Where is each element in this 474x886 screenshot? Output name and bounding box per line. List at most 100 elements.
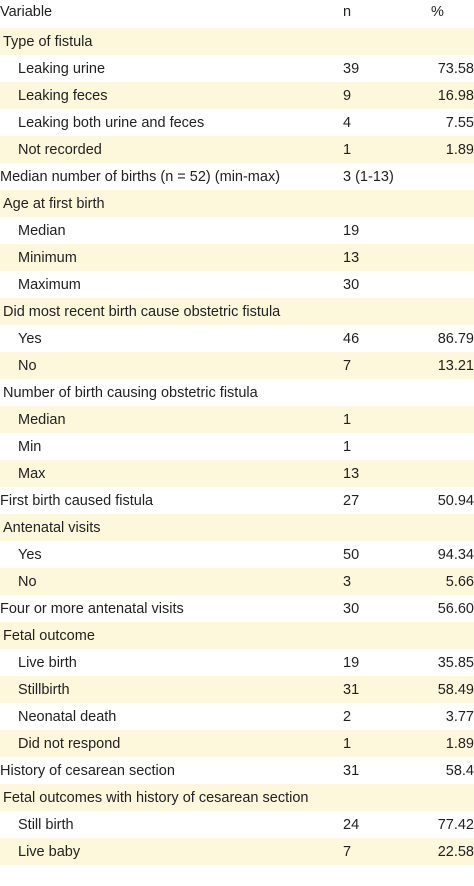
n-cell: 3 (1-13) <box>343 168 394 185</box>
table-row: Fetal outcomes with history of cesarean … <box>0 784 474 811</box>
header-percent: % <box>431 4 444 20</box>
row-label: Leaking feces <box>18 87 108 104</box>
percent-cell: 1.89 <box>445 735 474 752</box>
percent-cell: 16.98 <box>437 87 474 104</box>
row-label: Number of birth causing obstetric fistul… <box>3 384 258 401</box>
table-row: Did not respond 1 1.89 <box>0 730 474 757</box>
n-cell: 27 <box>343 492 360 509</box>
n-cell: 30 <box>343 276 360 293</box>
row-label: Did not respond <box>18 735 121 752</box>
table-row: Live baby 7 22.58 <box>0 838 474 865</box>
n-cell: 39 <box>343 60 360 77</box>
table-row: Not recorded 1 1.89 <box>0 136 474 163</box>
row-label: Min <box>18 438 42 455</box>
row-label: History of cesarean section <box>0 762 175 779</box>
table-row: Leaking urine 39 73.58 <box>0 55 474 82</box>
n-cell: 24 <box>343 816 360 833</box>
table-row: No 7 13.21 <box>0 352 474 379</box>
table-row: Neonatal death 2 3.77 <box>0 703 474 730</box>
table-row: Leaking feces 9 16.98 <box>0 82 474 109</box>
row-label: Median number of births (n = 52) (min-ma… <box>0 168 281 185</box>
row-label: Max <box>18 465 46 482</box>
n-cell: 7 <box>343 843 352 860</box>
n-cell: 19 <box>343 222 360 239</box>
row-label: No <box>18 573 37 590</box>
n-cell: 13 <box>343 465 360 482</box>
table-row: Maximum 30 <box>0 271 474 298</box>
percent-cell: 7.55 <box>445 114 474 131</box>
row-label: Median <box>18 411 66 428</box>
table-row: Type of fistula <box>0 28 474 55</box>
row-label: Yes <box>18 546 42 563</box>
n-cell: 9 <box>343 87 352 104</box>
row-label: Not recorded <box>18 141 102 158</box>
n-cell: 1 <box>343 411 352 428</box>
percent-cell: 77.42 <box>437 816 474 833</box>
percent-cell: 5.66 <box>445 573 474 590</box>
percent-cell: 73.58 <box>437 60 474 77</box>
row-label: Maximum <box>18 276 81 293</box>
table-row: Did most recent birth cause obstetric fi… <box>0 298 474 325</box>
n-cell: 2 <box>343 708 352 725</box>
n-cell: 31 <box>343 681 360 698</box>
n-cell: 7 <box>343 357 352 374</box>
row-label: Did most recent birth cause obstetric fi… <box>3 303 281 320</box>
table-row: Age at first birth <box>0 190 474 217</box>
header-variable: Variable <box>0 4 53 20</box>
table-row: Median number of births (n = 52) (min-ma… <box>0 163 474 190</box>
row-label: First birth caused fistula <box>0 492 154 509</box>
percent-cell: 86.79 <box>437 330 474 347</box>
table-row: Max 13 <box>0 460 474 487</box>
row-label: Fetal outcome <box>3 627 95 644</box>
row-label: Antenatal visits <box>3 519 101 536</box>
header-n: n <box>343 4 352 20</box>
n-cell: 4 <box>343 114 352 131</box>
table-row: Live birth 19 35.85 <box>0 649 474 676</box>
percent-cell: 58.4 <box>445 762 474 779</box>
percent-cell: 13.21 <box>437 357 474 374</box>
row-label: Live birth <box>18 654 77 671</box>
table-row: Minimum 13 <box>0 244 474 271</box>
row-label: Live baby <box>18 843 81 860</box>
row-label: Type of fistula <box>3 33 93 50</box>
row-label: Median <box>18 222 66 239</box>
row-label: Stillbirth <box>18 681 70 698</box>
n-cell: 31 <box>343 762 360 779</box>
row-label: Neonatal death <box>18 708 117 725</box>
n-cell: 19 <box>343 654 360 671</box>
percent-cell: 58.49 <box>437 681 474 698</box>
row-label: Leaking urine <box>18 60 106 77</box>
table-row: Yes 46 86.79 <box>0 325 474 352</box>
row-label: Leaking both urine and feces <box>18 114 205 131</box>
percent-cell: 35.85 <box>437 654 474 671</box>
table-row: Median 1 <box>0 406 474 433</box>
n-cell: 3 <box>343 573 352 590</box>
table-row: Stillbirth 31 58.49 <box>0 676 474 703</box>
table-row: Yes 50 94.34 <box>0 541 474 568</box>
n-cell: 46 <box>343 330 360 347</box>
percent-cell: 1.89 <box>445 141 474 158</box>
table-row: Leaking both urine and feces 4 7.55 <box>0 109 474 136</box>
percent-cell: 94.34 <box>437 546 474 563</box>
row-label: Minimum <box>18 249 77 266</box>
table-row: Min 1 <box>0 433 474 460</box>
n-cell: 13 <box>343 249 360 266</box>
row-label: Fetal outcomes with history of cesarean … <box>3 789 309 806</box>
table-row: No 3 5.66 <box>0 568 474 595</box>
percent-cell: 56.60 <box>437 600 474 617</box>
table-row: Four or more antenatal visits 30 56.60 <box>0 595 474 622</box>
row-label: Age at first birth <box>3 195 105 212</box>
table-row: History of cesarean section 31 58.4 <box>0 757 474 784</box>
n-cell: 50 <box>343 546 360 563</box>
table-row: Still birth 24 77.42 <box>0 811 474 838</box>
header-row: Variable n % <box>0 0 474 28</box>
table-row: Median 19 <box>0 217 474 244</box>
row-label: Four or more antenatal visits <box>0 600 184 617</box>
percent-cell: 50.94 <box>437 492 474 509</box>
row-label: Yes <box>18 330 42 347</box>
table-row: First birth caused fistula 27 50.94 <box>0 487 474 514</box>
n-cell: 1 <box>343 735 352 752</box>
table-row: Fetal outcome <box>0 622 474 649</box>
n-cell: 1 <box>343 141 352 158</box>
